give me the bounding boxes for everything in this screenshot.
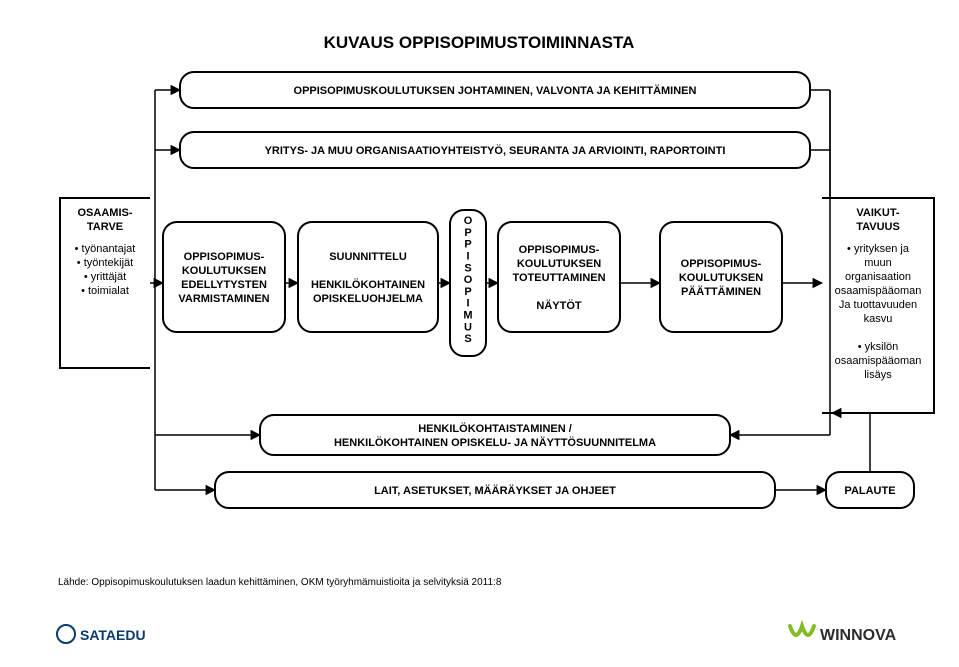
open-box-bullet: organisaation <box>845 271 911 283</box>
open-box-bullet: osaamispääoman <box>835 355 922 367</box>
box-line: NÄYTÖT <box>536 299 582 312</box>
open-box-heading: TAVUUS <box>856 221 900 233</box>
box-letter: O <box>464 274 473 286</box>
box-b6: OPPISOPIMUS- KOULUTUKSENPÄÄTTÄMINEN <box>660 222 782 332</box>
box-letter: I <box>466 298 469 310</box>
open-box-bullet: • yksilön <box>858 341 899 353</box>
box-line: PALAUTE <box>844 485 895 497</box>
box-line: HENKILÖKOHTAISTAMINEN / <box>418 422 572 435</box>
box-line: OPPISOPIMUS- <box>519 244 600 256</box>
box-letter: S <box>464 333 471 345</box>
open-box-heading: OSAAMIS- <box>78 207 133 219</box>
open-box-bullet: kasvu <box>864 313 893 325</box>
box-letter: P <box>464 227 471 239</box>
winnova-text: WINNOVA <box>820 627 897 644</box>
box-letter: M <box>463 310 472 322</box>
open-box-bullet: osaamispääoman <box>835 285 922 297</box>
box-line: HENKILÖKOHTAINEN OPISKELU- JA NÄYTTÖSUUN… <box>334 436 656 449</box>
box-pal: PALAUTE <box>826 472 914 508</box>
open-box-bullet: • työnantajat <box>75 243 136 255</box>
box-line: YRITYS- JA MUU ORGANISAATIOYHTEISTYÖ, SE… <box>265 144 726 157</box>
sataedu-logo: SATAEDU <box>80 627 146 643</box>
open-box-heading: VAIKUT- <box>856 207 900 219</box>
box-top1: OPPISOPIMUSKOULUTUKSEN JOHTAMINEN, VALVO… <box>180 72 810 108</box>
box-line: OPPISOPIMUS- <box>681 258 762 270</box>
box-line: HENKILÖKOHTAINEN <box>311 278 425 291</box>
open-box-heading: TARVE <box>87 221 123 233</box>
open-box-bullet: lisäys <box>864 369 892 381</box>
source-line: Lähde: Oppisopimuskoulutuksen laadun keh… <box>58 577 502 588</box>
box-line: OPISKELUOHJELMA <box>313 293 423 305</box>
box-line: SUUNNITTELU <box>329 251 407 263</box>
box-line: PÄÄTTÄMINEN <box>681 285 761 298</box>
box-b2: OPPISOPIMUS- KOULUTUKSEN EDELLYTYSTEN VARMI… <box>163 222 285 332</box>
box-letter: O <box>464 215 473 227</box>
page-title: KUVAUS OPPISOPIMUSTOIMINNASTA <box>324 33 635 52</box>
box-mid2: LAIT, ASETUKSET, MÄÄRÄYKSET JA OHJEET <box>215 472 775 508</box>
open-box-bullet: • yrittäjät <box>84 271 126 283</box>
box-line: KOULUTUKSEN <box>182 265 266 277</box>
box-line: LAIT, ASETUKSET, MÄÄRÄYKSET JA OHJEET <box>374 484 616 497</box>
box-line: KOULUTUKSEN <box>679 272 763 284</box>
box-line: TOTEUTTAMINEN <box>512 272 605 284</box>
open-box-bullet: • toimialat <box>81 285 129 297</box>
box-top2: YRITYS- JA MUU ORGANISAATIOYHTEISTYÖ, SE… <box>180 132 810 168</box>
box-letter: S <box>464 262 471 274</box>
box-letter: I <box>466 250 469 262</box>
box-letter: U <box>464 321 472 333</box>
open-box-bullet: • työntekijät <box>77 257 133 269</box>
box-letter: P <box>464 239 471 251</box>
box-line: VARMISTAMINEN <box>178 293 269 305</box>
diagram-canvas: KUVAUS OPPISOPIMUSTOIMINNASTAOPPISOPIMUS… <box>0 0 959 667</box>
open-box-bullet: • yrityksen ja <box>847 243 910 255</box>
box-line: OPPISOPIMUSKOULUTUKSEN JOHTAMINEN, VALVO… <box>294 84 697 97</box>
box-mid1: HENKILÖKOHTAISTAMINEN /HENKILÖKOHTAINEN … <box>260 415 730 455</box>
box-line: OPPISOPIMUS- <box>184 251 265 263</box>
box-frame <box>260 415 730 455</box>
box-line: EDELLYTYSTEN <box>181 279 267 291</box>
open-box-bullet: Ja tuottavuuden <box>839 299 917 311</box>
box-b5: OPPISOPIMUS- KOULUTUKSEN TOTEUTTAMINEN NÄYT… <box>498 222 620 332</box>
open-box-bullet: muun <box>864 257 892 269</box>
box-letter: P <box>464 286 471 298</box>
box-frame <box>163 222 285 332</box>
box-frame <box>298 222 438 332</box>
box-b4: OPPISOPIMUS <box>450 210 486 356</box>
box-line: KOULUTUKSEN <box>517 258 601 270</box>
box-b3: SUUNNITTELU HENKILÖKOHTAINEN OPISKELUOHJEL… <box>298 222 438 332</box>
